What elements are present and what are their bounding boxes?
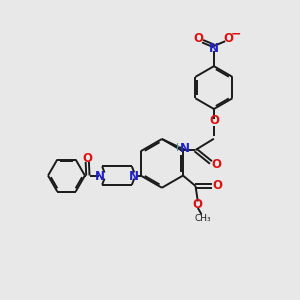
Text: −: − [231, 27, 242, 40]
Text: N: N [129, 170, 139, 183]
Text: O: O [211, 158, 221, 171]
Text: O: O [194, 32, 203, 45]
Text: O: O [209, 114, 219, 128]
Text: N: N [95, 170, 105, 183]
Text: O: O [212, 178, 222, 192]
Text: N: N [179, 142, 190, 155]
Text: O: O [193, 198, 203, 211]
Text: CH₃: CH₃ [195, 214, 211, 224]
Text: O: O [224, 32, 234, 45]
Text: H: H [176, 143, 183, 153]
Text: O: O [82, 152, 92, 165]
Text: N: N [209, 42, 219, 56]
